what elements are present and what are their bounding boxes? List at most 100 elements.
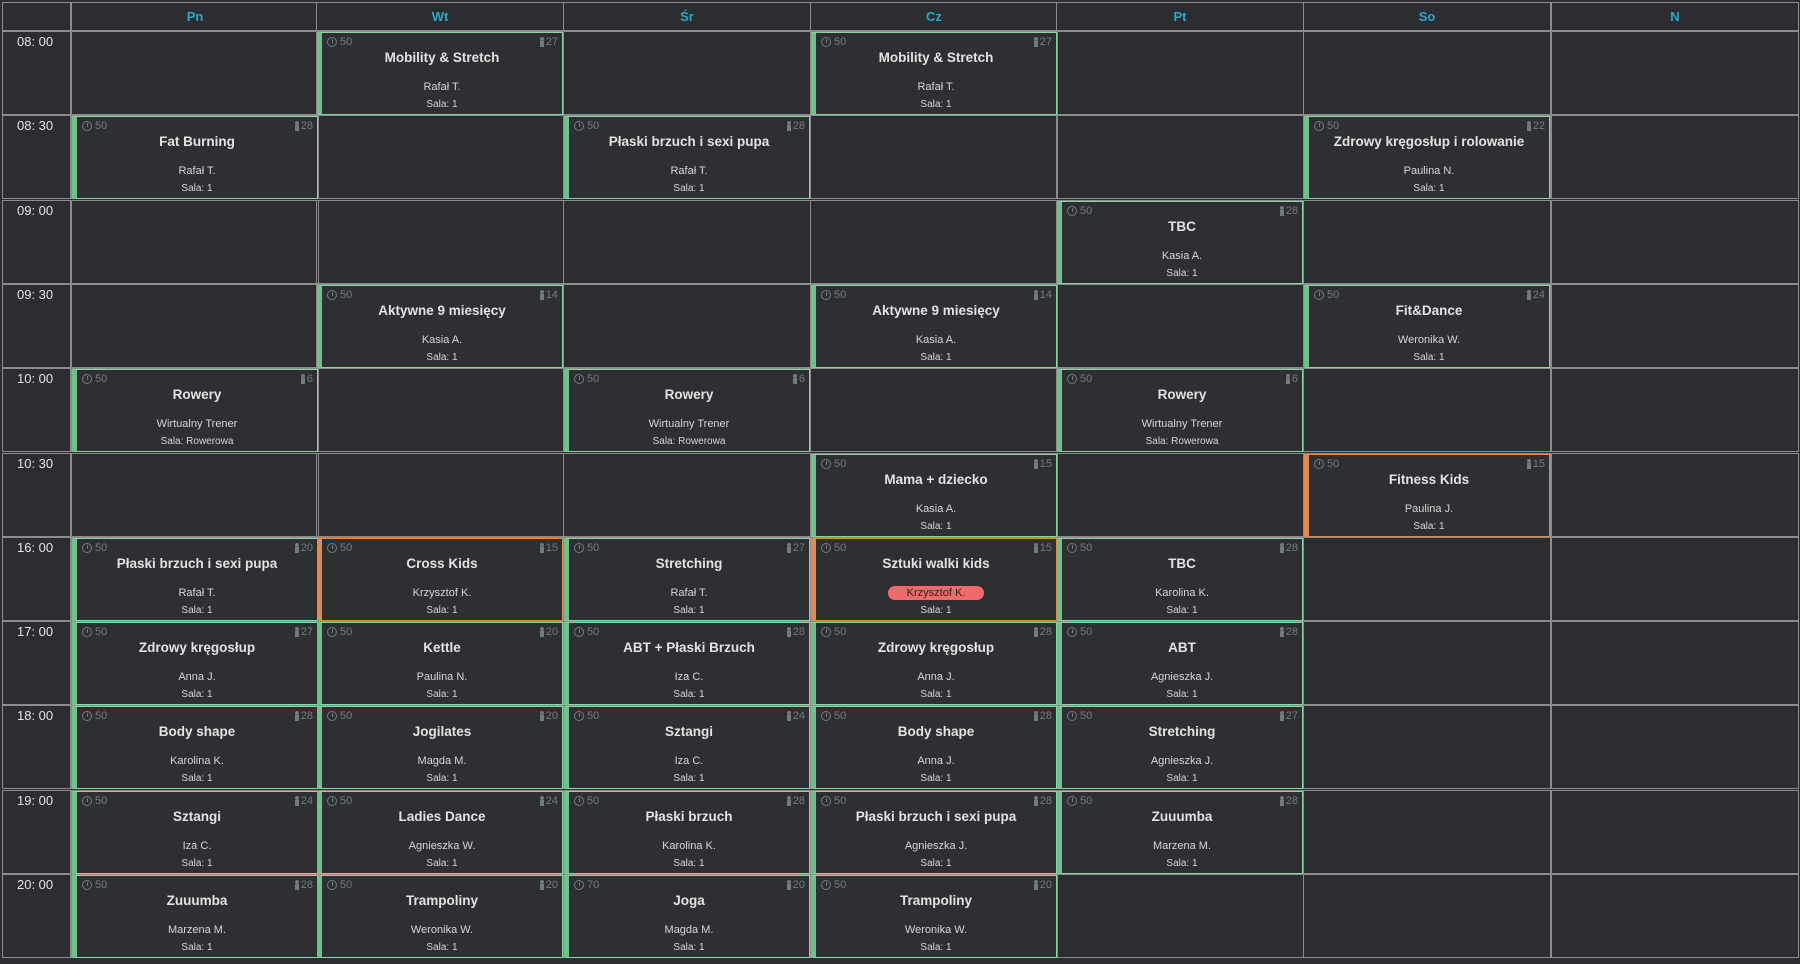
class-card[interactable]: 50 20 Trampoliny Weronika W. Sala: 1 bbox=[317, 875, 563, 958]
empty-slot-cell[interactable] bbox=[1551, 537, 1799, 621]
empty-slot-cell[interactable] bbox=[1303, 368, 1551, 452]
empty-slot-cell[interactable] bbox=[563, 453, 811, 537]
empty-slot-cell[interactable] bbox=[1056, 874, 1304, 958]
class-card[interactable]: 50 27 Mobility & Stretch Rafał T. Sala: 1 bbox=[317, 32, 563, 115]
empty-slot-cell[interactable] bbox=[1303, 874, 1551, 958]
capacity-indicator: 20 bbox=[786, 879, 805, 891]
empty-slot-cell[interactable] bbox=[1551, 200, 1799, 284]
empty-slot-cell[interactable] bbox=[1303, 621, 1551, 705]
empty-slot-cell[interactable] bbox=[1551, 453, 1799, 537]
trainer-label: Wirtualny Trener bbox=[648, 418, 730, 430]
class-card[interactable]: 50 28 Płaski brzuch i sexi pupa Rafał T. Sal… bbox=[564, 116, 810, 199]
empty-slot-cell[interactable] bbox=[71, 31, 319, 115]
room-label: Sala: 1 bbox=[920, 99, 952, 110]
class-card[interactable]: 50 28 Płaski brzuch i sexi pupa Agnieszka J… bbox=[811, 791, 1057, 874]
empty-slot-cell[interactable] bbox=[1056, 453, 1304, 537]
class-card[interactable]: 50 6 Rowery Wirtualny Trener Sala: Rowerowa bbox=[564, 369, 810, 452]
class-card[interactable]: 50 15 Cross Kids Krzysztof K. Sala: 1 bbox=[317, 538, 563, 621]
empty-slot-cell[interactable] bbox=[1551, 621, 1799, 705]
empty-slot-cell[interactable] bbox=[316, 368, 564, 452]
class-card[interactable]: 50 20 Jogilates Magda M. Sala: 1 bbox=[317, 706, 563, 789]
empty-slot-cell[interactable] bbox=[1303, 31, 1551, 115]
duration-value: 50 bbox=[1327, 289, 1340, 301]
empty-slot-cell[interactable] bbox=[1551, 368, 1799, 452]
empty-slot-cell[interactable] bbox=[810, 368, 1058, 452]
room-label: Sala: 1 bbox=[673, 689, 705, 700]
class-card[interactable]: 50 28 ABT + Płaski Brzuch Iza C. Sala: 1 bbox=[564, 622, 810, 705]
empty-slot-cell[interactable] bbox=[316, 453, 564, 537]
trainer-name: Magda M. bbox=[569, 924, 809, 936]
empty-slot-cell[interactable] bbox=[1056, 115, 1304, 199]
class-card[interactable]: 50 20 Kettle Paulina N. Sala: 1 bbox=[317, 622, 563, 705]
empty-slot-cell[interactable] bbox=[1551, 874, 1799, 958]
person-icon bbox=[792, 374, 797, 384]
empty-slot-cell[interactable] bbox=[1551, 705, 1799, 789]
class-card[interactable]: 50 28 Body shape Anna J. Sala: 1 bbox=[811, 706, 1057, 789]
room-label: Sala: 1 bbox=[426, 605, 458, 616]
duration-value: 50 bbox=[587, 120, 600, 132]
trainer-label: Marzena M. bbox=[1152, 840, 1212, 852]
empty-slot-cell[interactable] bbox=[1551, 115, 1799, 199]
duration-value: 50 bbox=[834, 879, 847, 891]
empty-slot-cell[interactable] bbox=[1056, 31, 1304, 115]
class-card[interactable]: 50 28 Body shape Karolina K. Sala: 1 bbox=[72, 706, 318, 789]
class-card[interactable]: 50 24 Fit&Dance Weronika W. Sala: 1 bbox=[1304, 285, 1550, 368]
empty-slot-cell[interactable] bbox=[1303, 537, 1551, 621]
person-icon bbox=[294, 627, 299, 637]
capacity-indicator: 28 bbox=[786, 626, 805, 638]
empty-slot-cell[interactable] bbox=[810, 115, 1058, 199]
class-card[interactable]: 50 20 Trampoliny Weronika W. Sala: 1 bbox=[811, 875, 1057, 958]
class-card[interactable]: 50 24 Sztangi Iza C. Sala: 1 bbox=[72, 791, 318, 874]
trainer-name: Magda M. bbox=[322, 755, 562, 767]
capacity-indicator: 28 bbox=[1279, 205, 1298, 217]
class-card[interactable]: 50 28 Płaski brzuch Karolina K. Sala: 1 bbox=[564, 791, 810, 874]
class-card[interactable]: 70 20 Joga Magda M. Sala: 1 bbox=[564, 875, 810, 958]
empty-slot-cell[interactable] bbox=[810, 200, 1058, 284]
class-card[interactable]: 50 14 Aktywne 9 miesięcy Kasia A. Sala: 1 bbox=[317, 285, 563, 368]
empty-slot-cell[interactable] bbox=[1551, 284, 1799, 368]
empty-slot-cell[interactable] bbox=[316, 115, 564, 199]
class-card[interactable]: 50 28 TBC Karolina K. Sala: 1 bbox=[1057, 538, 1303, 621]
class-card[interactable]: 50 6 Rowery Wirtualny Trener Sala: Rowerowa bbox=[1057, 369, 1303, 452]
empty-slot-cell[interactable] bbox=[71, 284, 319, 368]
class-card[interactable]: 50 27 Stretching Agnieszka J. Sala: 1 bbox=[1057, 706, 1303, 789]
empty-slot-cell[interactable] bbox=[1551, 790, 1799, 874]
empty-slot-cell[interactable] bbox=[563, 200, 811, 284]
class-name: Ladies Dance bbox=[398, 809, 486, 824]
class-card[interactable]: 50 27 Zdrowy kręgosłup Anna J. Sala: 1 bbox=[72, 622, 318, 705]
empty-slot-cell[interactable] bbox=[316, 200, 564, 284]
empty-slot-cell[interactable] bbox=[1303, 200, 1551, 284]
empty-slot-cell[interactable] bbox=[71, 453, 319, 537]
empty-slot-cell[interactable] bbox=[563, 31, 811, 115]
class-card[interactable]: 50 28 Zuuumba Marzena M. Sala: 1 bbox=[72, 875, 318, 958]
class-card[interactable]: 50 28 ABT Agnieszka J. Sala: 1 bbox=[1057, 622, 1303, 705]
class-card[interactable]: 50 20 Płaski brzuch i sexi pupa Rafał T. Sal… bbox=[72, 538, 318, 621]
class-name: Sztangi bbox=[172, 809, 221, 824]
class-card[interactable]: 50 24 Ladies Dance Agnieszka W. Sala: 1 bbox=[317, 791, 563, 874]
class-card[interactable]: 50 28 Zuuumba Marzena M. Sala: 1 bbox=[1057, 791, 1303, 874]
trainer-label: Agnieszka J. bbox=[1150, 755, 1214, 767]
room-label: Sala: 1 bbox=[1413, 352, 1445, 363]
class-card[interactable]: 50 14 Aktywne 9 miesięcy Kasia A. Sala: 1 bbox=[811, 285, 1057, 368]
empty-slot-cell[interactable] bbox=[1056, 284, 1304, 368]
time-label: 19: 00 bbox=[2, 790, 71, 874]
class-card[interactable]: 50 6 Rowery Wirtualny Trener Sala: Rowerowa bbox=[72, 369, 318, 452]
class-card[interactable]: 50 27 Mobility & Stretch Rafał T. Sala: 1 bbox=[811, 32, 1057, 115]
class-card[interactable]: 50 28 Zdrowy kręgosłup Anna J. Sala: 1 bbox=[811, 622, 1057, 705]
duration-value: 50 bbox=[340, 879, 353, 891]
empty-slot-cell[interactable] bbox=[563, 284, 811, 368]
empty-slot-cell[interactable] bbox=[1303, 790, 1551, 874]
class-card[interactable]: 50 15 Sztuki walki kids Krzysztof K. Sala: 1 bbox=[811, 538, 1057, 621]
empty-slot-cell[interactable] bbox=[1551, 31, 1799, 115]
class-card[interactable]: 50 15 Fitness Kids Paulina J. Sala: 1 bbox=[1304, 454, 1550, 537]
empty-slot-cell[interactable] bbox=[71, 200, 319, 284]
empty-slot-cell[interactable] bbox=[1303, 705, 1551, 789]
class-card[interactable]: 50 28 Fat Burning Rafał T. Sala: 1 bbox=[72, 116, 318, 199]
class-card[interactable]: 50 22 Zdrowy kręgosłup i rolowanie Paulina … bbox=[1304, 116, 1550, 199]
class-card[interactable]: 50 24 Sztangi Iza C. Sala: 1 bbox=[564, 706, 810, 789]
capacity-indicator: 27 bbox=[539, 36, 558, 48]
class-card[interactable]: 50 27 Stretching Rafał T. Sala: 1 bbox=[564, 538, 810, 621]
class-card[interactable]: 50 15 Mama + dziecko Kasia A. Sala: 1 bbox=[811, 454, 1057, 537]
class-card[interactable]: 50 28 TBC Kasia A. Sala: 1 bbox=[1057, 201, 1303, 284]
time-label: 09: 00 bbox=[2, 200, 71, 284]
